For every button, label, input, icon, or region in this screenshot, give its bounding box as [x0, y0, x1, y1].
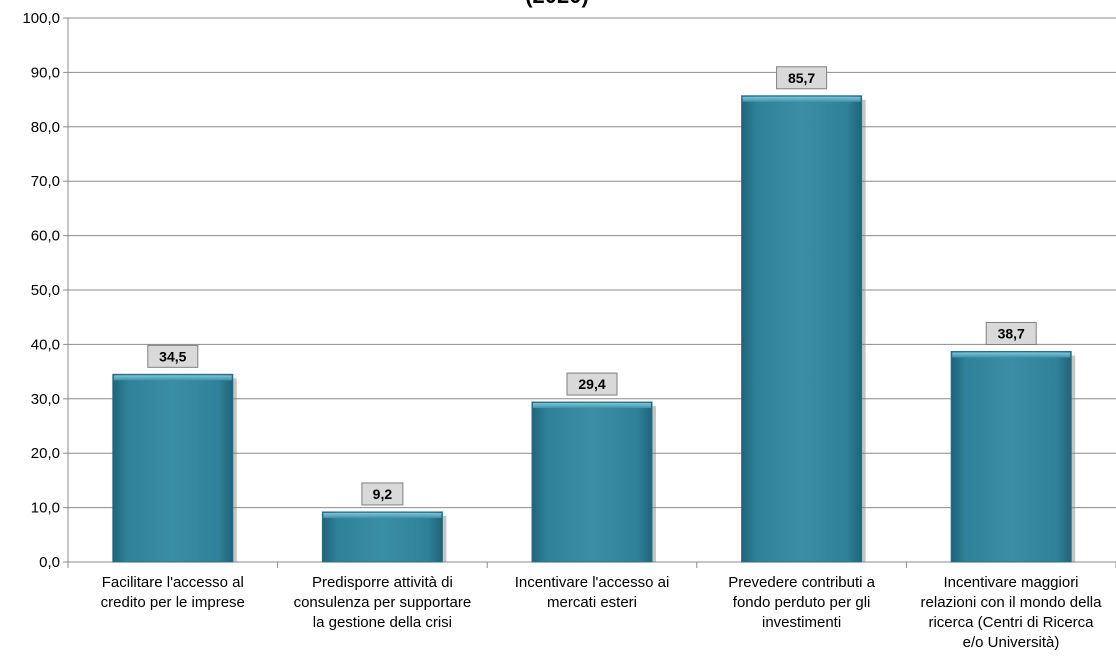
data-label-box	[147, 344, 199, 368]
x-category-label: Facilitare l'accesso al credito per le im…	[101, 574, 245, 611]
y-tick-label: 90,0	[31, 64, 60, 81]
y-tick-label: 70,0	[31, 173, 60, 190]
x-category-label: Predisporre attività di consulenza per su…	[294, 574, 472, 631]
bar-cap	[533, 403, 651, 409]
data-label: 38,7	[998, 325, 1025, 341]
bar	[321, 511, 443, 563]
x-category-label-line: la gestione della crisi	[313, 614, 452, 631]
y-tick-label: 10,0	[31, 500, 60, 517]
data-label-box	[985, 321, 1037, 345]
x-category-label-line: Incentivare maggiori	[943, 574, 1078, 591]
data-label-box	[566, 372, 618, 396]
data-label: 34,5	[159, 348, 186, 364]
x-category-label-line: fondo perduto per gli	[733, 594, 871, 611]
x-category-label-line: Prevedere contributi a	[728, 574, 875, 591]
x-category-label: Incentivare l'accesso ai mercati esteri	[515, 574, 670, 611]
x-category-label-line: credito per le imprese	[101, 594, 245, 611]
x-category-label-line: Incentivare l'accesso ai	[515, 574, 670, 591]
y-tick-label: 40,0	[31, 336, 60, 353]
gridlines	[68, 17, 1116, 509]
data-label-box	[776, 66, 828, 90]
bars	[112, 95, 1076, 563]
data-label-box	[361, 482, 404, 506]
x-category-label: Incentivare maggiori relazioni con il mon…	[921, 574, 1103, 651]
x-axis: Facilitare l'accesso al credito per le im…	[67, 561, 1116, 651]
y-tick-label: 0,0	[39, 554, 60, 571]
x-category-label: Prevedere contributi a fondo perduto per …	[728, 574, 875, 631]
chart-title: (2020)	[525, 0, 589, 8]
x-category-label-line: mercati esteri	[547, 594, 637, 611]
x-category-label-line: relazioni con il mondo della	[921, 594, 1103, 611]
bar-cap	[952, 352, 1071, 358]
x-category-label-line: Predisporre attività di	[312, 574, 453, 591]
data-labels: 34,5 9,2 29,4 85,7 38,7	[147, 66, 1037, 506]
y-tick-label: 30,0	[31, 391, 60, 408]
y-tick-label: 100,0	[22, 10, 60, 27]
x-category-label-line: investimenti	[762, 614, 841, 631]
data-label: 9,2	[373, 486, 393, 502]
bar-cap	[113, 375, 232, 381]
bar	[112, 373, 234, 563]
bar	[950, 350, 1072, 563]
y-tick-label: 20,0	[31, 445, 60, 462]
x-category-label-line: Facilitare l'accesso al	[102, 574, 244, 591]
data-label: 85,7	[788, 70, 815, 86]
y-tick-label: 80,0	[31, 119, 60, 136]
y-tick-label: 60,0	[31, 228, 60, 245]
y-axis: 0,0 10,0 20,0 30,0 40,0 50,0 60,0 70,0 80,0 90,0 1…	[22, 10, 69, 571]
x-category-label-line: consulenza per supportare	[294, 594, 472, 611]
bar	[741, 95, 863, 563]
x-category-label-line: ricerca (Centri di Ricerca	[928, 614, 1094, 631]
x-category-label-line: e/o Università)	[963, 634, 1060, 651]
bar-cap	[323, 512, 442, 518]
bar-cap	[742, 96, 861, 102]
y-tick-label: 50,0	[31, 282, 60, 299]
bar	[531, 401, 653, 563]
data-label: 29,4	[578, 376, 605, 392]
